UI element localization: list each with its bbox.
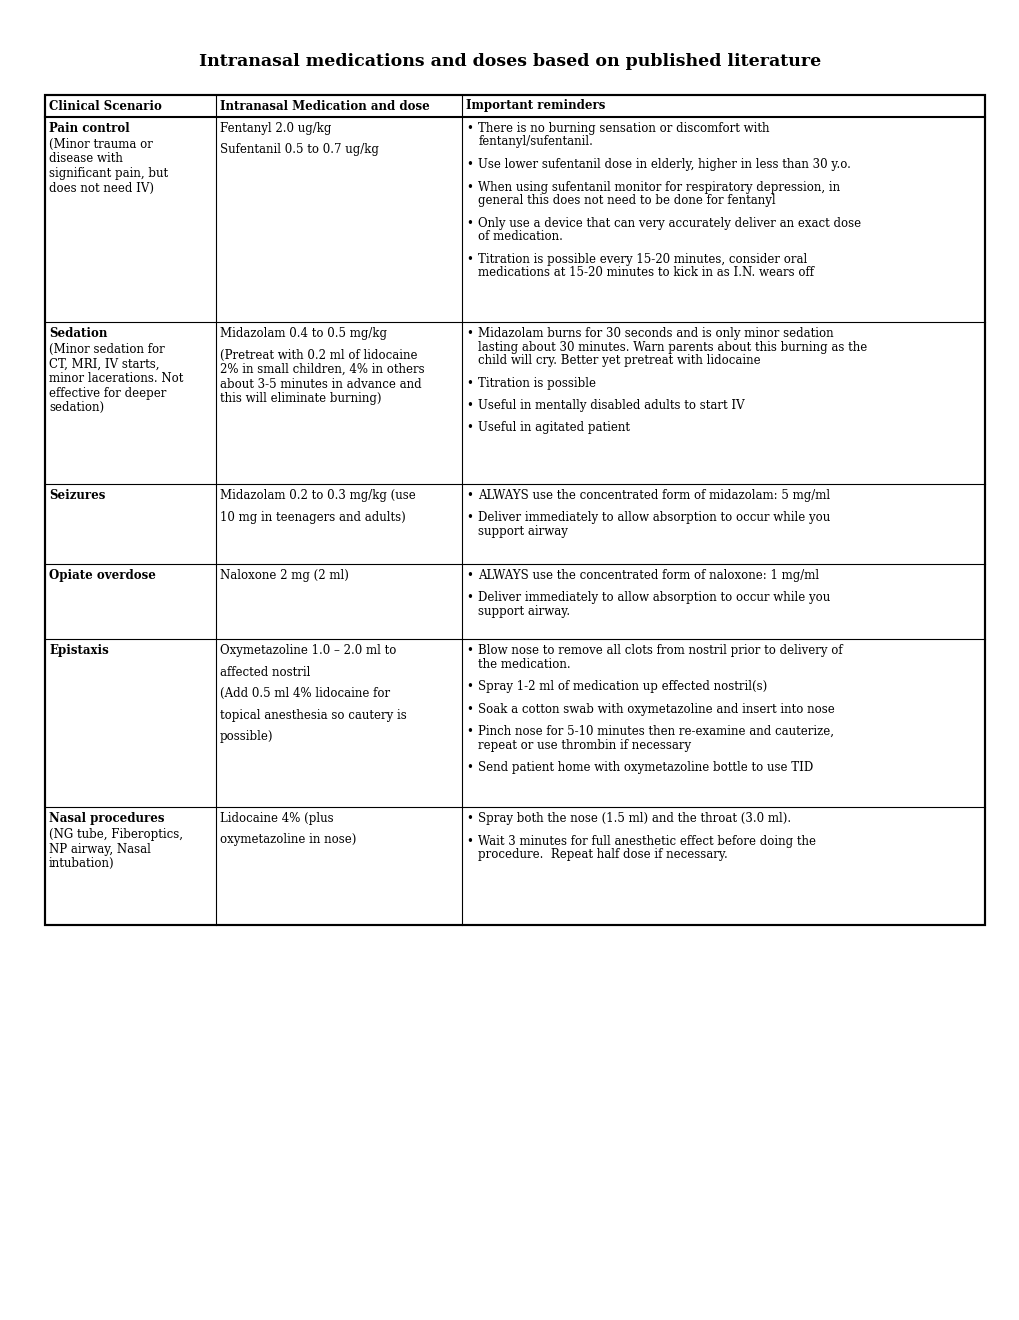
- Text: Midazolam burns for 30 seconds and is only minor sedation: Midazolam burns for 30 seconds and is on…: [478, 327, 834, 341]
- Text: •: •: [466, 569, 473, 582]
- Text: support airway: support airway: [478, 525, 568, 539]
- Text: When using sufentanil monitor for respiratory depression, in: When using sufentanil monitor for respir…: [478, 181, 840, 194]
- Text: about 3-5 minutes in advance and: about 3-5 minutes in advance and: [220, 378, 421, 391]
- Text: effective for deeper: effective for deeper: [49, 387, 166, 400]
- Text: oxymetazoline in nose): oxymetazoline in nose): [220, 833, 356, 846]
- Text: (Minor trauma or: (Minor trauma or: [49, 139, 153, 150]
- Text: •: •: [466, 158, 473, 172]
- Text: Pain control: Pain control: [49, 121, 129, 135]
- Text: Lidocaine 4% (plus: Lidocaine 4% (plus: [220, 812, 333, 825]
- Text: medications at 15-20 minutes to kick in as I.N. wears off: medications at 15-20 minutes to kick in …: [478, 267, 813, 279]
- Text: sedation): sedation): [49, 401, 104, 414]
- Text: does not need IV): does not need IV): [49, 181, 154, 194]
- Text: Useful in mentally disabled adults to start IV: Useful in mentally disabled adults to st…: [478, 399, 744, 412]
- Text: ALWAYS use the concentrated form of naloxone: 1 mg/ml: ALWAYS use the concentrated form of nalo…: [478, 569, 818, 582]
- Text: Intranasal medications and doses based on published literature: Intranasal medications and doses based o…: [199, 54, 820, 70]
- Text: Use lower sufentanil dose in elderly, higher in less than 30 y.o.: Use lower sufentanil dose in elderly, hi…: [478, 158, 851, 172]
- Text: lasting about 30 minutes. Warn parents about this burning as the: lasting about 30 minutes. Warn parents a…: [478, 341, 867, 354]
- Text: Sedation: Sedation: [49, 327, 107, 341]
- Text: Clinical Scenario: Clinical Scenario: [49, 99, 162, 112]
- Text: possible): possible): [220, 730, 273, 743]
- Text: general this does not need to be done for fentanyl: general this does not need to be done fo…: [478, 194, 775, 207]
- Text: Fentanyl 2.0 ug/kg: Fentanyl 2.0 ug/kg: [220, 121, 331, 135]
- Text: 10 mg in teenagers and adults): 10 mg in teenagers and adults): [220, 511, 406, 524]
- Text: fentanyl/sufentanil.: fentanyl/sufentanil.: [478, 136, 593, 149]
- Text: •: •: [466, 680, 473, 693]
- Text: •: •: [466, 591, 473, 605]
- Text: (NG tube, Fiberoptics,: (NG tube, Fiberoptics,: [49, 828, 182, 841]
- Text: •: •: [466, 644, 473, 657]
- Text: There is no burning sensation or discomfort with: There is no burning sensation or discomf…: [478, 121, 769, 135]
- Text: •: •: [466, 327, 473, 341]
- Text: Sufentanil 0.5 to 0.7 ug/kg: Sufentanil 0.5 to 0.7 ug/kg: [220, 144, 379, 157]
- Text: Spray 1-2 ml of medication up effected nostril(s): Spray 1-2 ml of medication up effected n…: [478, 680, 767, 693]
- Text: Epistaxis: Epistaxis: [49, 644, 109, 657]
- Text: Spray both the nose (1.5 ml) and the throat (3.0 ml).: Spray both the nose (1.5 ml) and the thr…: [478, 812, 791, 825]
- Text: •: •: [466, 399, 473, 412]
- Text: •: •: [466, 725, 473, 738]
- Text: CT, MRI, IV starts,: CT, MRI, IV starts,: [49, 358, 159, 371]
- Text: affected nostril: affected nostril: [220, 665, 310, 678]
- Text: •: •: [466, 121, 473, 135]
- Text: Useful in agitated patient: Useful in agitated patient: [478, 421, 630, 434]
- Text: Oxymetazoline 1.0 – 2.0 ml to: Oxymetazoline 1.0 – 2.0 ml to: [220, 644, 396, 657]
- Text: •: •: [466, 252, 473, 265]
- Bar: [45, 95, 984, 925]
- Text: Nasal procedures: Nasal procedures: [49, 812, 164, 825]
- Text: •: •: [466, 488, 473, 502]
- Text: minor lacerations. Not: minor lacerations. Not: [49, 372, 183, 385]
- Text: •: •: [466, 702, 473, 715]
- Text: Titration is possible every 15-20 minutes, consider oral: Titration is possible every 15-20 minute…: [478, 252, 807, 265]
- Text: Only use a device that can very accurately deliver an exact dose: Only use a device that can very accurate…: [478, 216, 861, 230]
- Text: (Minor sedation for: (Minor sedation for: [49, 343, 165, 356]
- Text: intubation): intubation): [49, 857, 114, 870]
- Text: Titration is possible: Titration is possible: [478, 376, 596, 389]
- Bar: [45, 95, 984, 925]
- Text: •: •: [466, 762, 473, 774]
- Text: Midazolam 0.4 to 0.5 mg/kg: Midazolam 0.4 to 0.5 mg/kg: [220, 327, 386, 341]
- Text: of medication.: of medication.: [478, 230, 562, 243]
- Text: NP airway, Nasal: NP airway, Nasal: [49, 842, 151, 855]
- Text: Deliver immediately to allow absorption to occur while you: Deliver immediately to allow absorption …: [478, 591, 829, 605]
- Text: •: •: [466, 834, 473, 847]
- Text: Important reminders: Important reminders: [466, 99, 605, 112]
- Text: child will cry. Better yet pretreat with lidocaine: child will cry. Better yet pretreat with…: [478, 354, 760, 367]
- Text: Naloxone 2 mg (2 ml): Naloxone 2 mg (2 ml): [220, 569, 348, 582]
- Text: •: •: [466, 376, 473, 389]
- Text: •: •: [466, 511, 473, 524]
- Text: Wait 3 minutes for full anesthetic effect before doing the: Wait 3 minutes for full anesthetic effec…: [478, 834, 815, 847]
- Text: Intranasal Medication and dose: Intranasal Medication and dose: [220, 99, 429, 112]
- Text: the medication.: the medication.: [478, 657, 571, 671]
- Text: repeat or use thrombin if necessary: repeat or use thrombin if necessary: [478, 738, 691, 751]
- Text: topical anesthesia so cautery is: topical anesthesia so cautery is: [220, 709, 407, 722]
- Text: •: •: [466, 812, 473, 825]
- Text: support airway.: support airway.: [478, 605, 570, 618]
- Text: Blow nose to remove all clots from nostril prior to delivery of: Blow nose to remove all clots from nostr…: [478, 644, 842, 657]
- Text: Deliver immediately to allow absorption to occur while you: Deliver immediately to allow absorption …: [478, 511, 829, 524]
- Text: Pinch nose for 5-10 minutes then re-examine and cauterize,: Pinch nose for 5-10 minutes then re-exam…: [478, 725, 834, 738]
- Text: Opiate overdose: Opiate overdose: [49, 569, 156, 582]
- Text: Midazolam 0.2 to 0.3 mg/kg (use: Midazolam 0.2 to 0.3 mg/kg (use: [220, 488, 416, 502]
- Text: Send patient home with oxymetazoline bottle to use TID: Send patient home with oxymetazoline bot…: [478, 762, 813, 774]
- Text: ALWAYS use the concentrated form of midazolam: 5 mg/ml: ALWAYS use the concentrated form of mida…: [478, 488, 829, 502]
- Text: procedure.  Repeat half dose if necessary.: procedure. Repeat half dose if necessary…: [478, 847, 728, 861]
- Text: •: •: [466, 421, 473, 434]
- Text: •: •: [466, 216, 473, 230]
- Text: •: •: [466, 181, 473, 194]
- Text: significant pain, but: significant pain, but: [49, 168, 168, 180]
- Text: this will eliminate burning): this will eliminate burning): [220, 392, 381, 405]
- Text: disease with: disease with: [49, 153, 122, 165]
- Text: Seizures: Seizures: [49, 488, 105, 502]
- Text: (Add 0.5 ml 4% lidocaine for: (Add 0.5 ml 4% lidocaine for: [220, 686, 390, 700]
- Text: Soak a cotton swab with oxymetazoline and insert into nose: Soak a cotton swab with oxymetazoline an…: [478, 702, 835, 715]
- Text: 2% in small children, 4% in others: 2% in small children, 4% in others: [220, 363, 424, 376]
- Text: (Pretreat with 0.2 ml of lidocaine: (Pretreat with 0.2 ml of lidocaine: [220, 348, 417, 362]
